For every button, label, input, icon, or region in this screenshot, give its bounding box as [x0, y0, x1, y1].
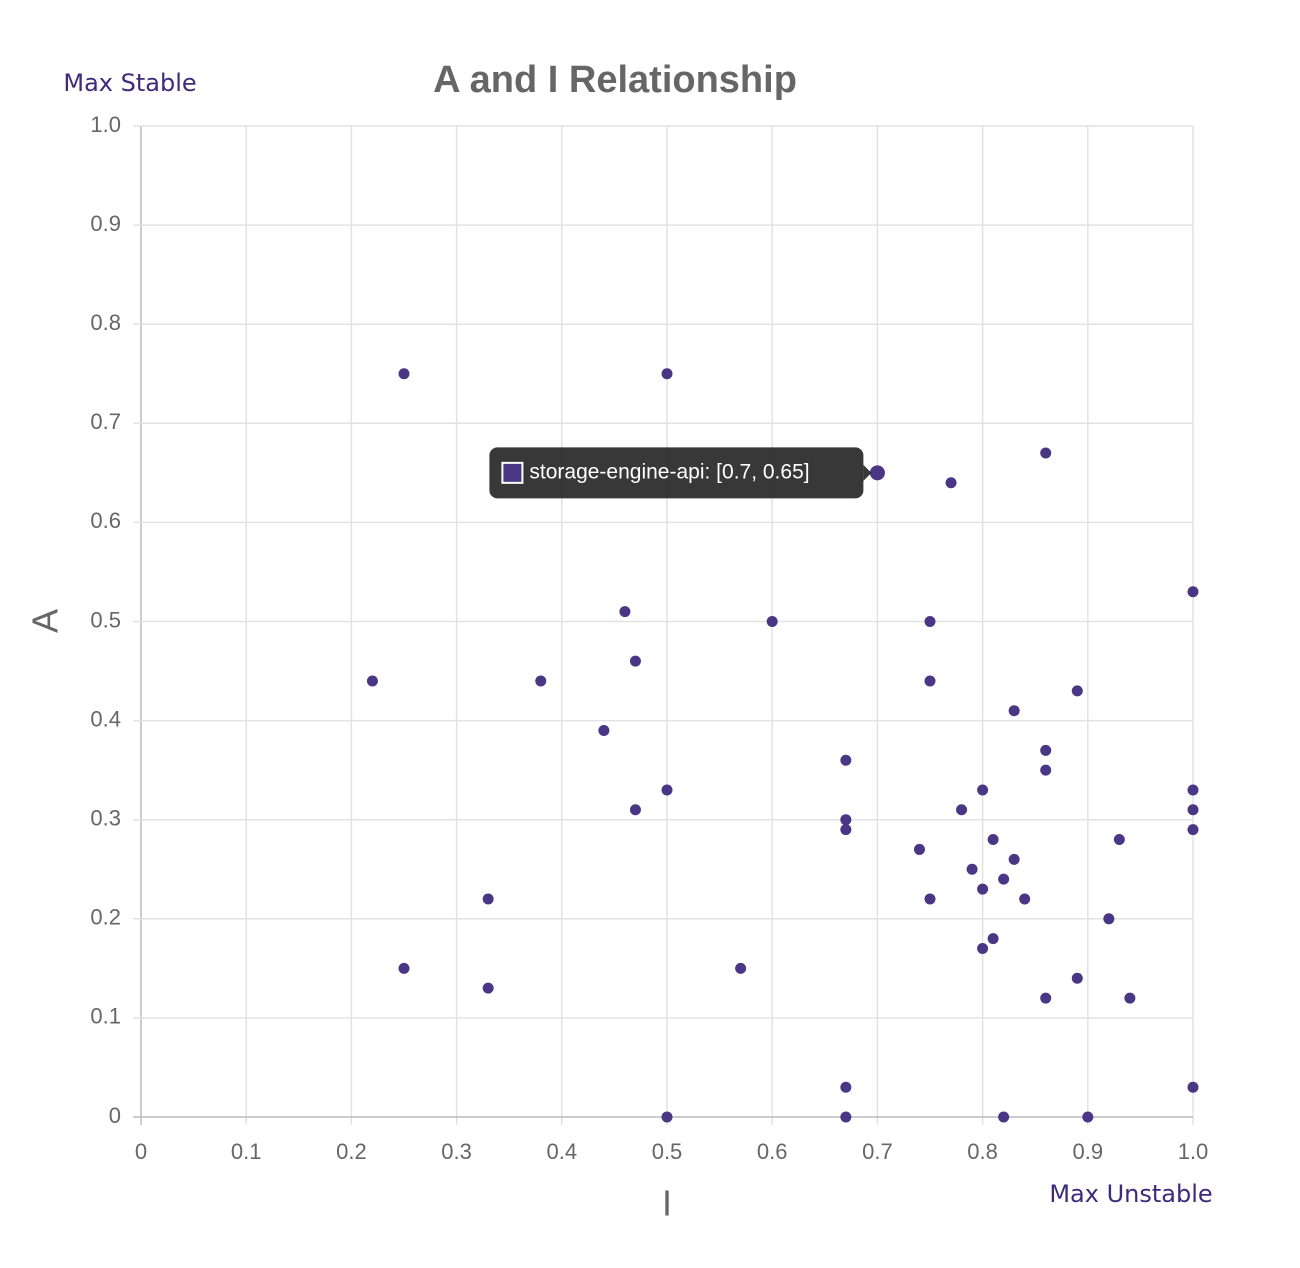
point: [987, 834, 999, 846]
y-tick-label: 0.9: [90, 211, 121, 236]
x-tick-label: 0.8: [967, 1139, 998, 1164]
y-tick-label: 0.7: [90, 409, 121, 434]
tooltip-text: storage-engine-api: [0.7, 0.65]: [529, 460, 809, 483]
point: [924, 616, 936, 627]
point: [629, 804, 641, 816]
point: [977, 943, 989, 955]
y-tick-label: 1.0: [90, 112, 121, 137]
y-tick-label: 0.1: [90, 1004, 121, 1029]
point: [661, 368, 673, 380]
point: [1008, 853, 1020, 865]
point: [629, 655, 641, 667]
x-tick-label: 0.9: [1073, 1139, 1104, 1164]
point: [1124, 992, 1136, 1004]
point: [661, 784, 673, 796]
point: [1008, 705, 1020, 717]
point: [1187, 1081, 1199, 1093]
y-axis-label: A: [25, 609, 66, 633]
point: [598, 725, 610, 737]
point: [987, 933, 999, 945]
x-tick-label: 0.5: [652, 1139, 683, 1164]
point: [1187, 824, 1199, 836]
point: [766, 616, 778, 627]
point: [661, 1111, 673, 1123]
tooltip-arrow: [863, 464, 872, 481]
point: [1187, 784, 1199, 796]
y-tick-label: 0.5: [90, 607, 121, 632]
point: [1082, 1111, 1094, 1123]
point: [840, 1111, 852, 1123]
point: [966, 863, 978, 875]
point: [398, 962, 410, 974]
x-tick-label: 0.3: [441, 1139, 472, 1164]
y-tick-label: 0.4: [90, 706, 121, 731]
x-tick-label: 0: [135, 1139, 147, 1164]
point: [869, 465, 885, 481]
point: [913, 843, 925, 855]
point: [1071, 685, 1083, 697]
tooltip: storage-engine-api: [0.7, 0.65]: [489, 447, 872, 499]
point: [735, 962, 747, 974]
point: [366, 675, 378, 687]
point: [1071, 972, 1083, 984]
tooltip-swatch: [501, 461, 524, 484]
point: [619, 606, 631, 618]
point: [1040, 744, 1052, 756]
point: [840, 754, 852, 766]
point: [956, 804, 968, 816]
point: [977, 784, 989, 796]
point: [924, 893, 936, 905]
x-tick-label: 0.7: [862, 1139, 893, 1164]
point: [1187, 586, 1199, 598]
x-tick-label: 0.4: [547, 1139, 578, 1164]
y-tick-label: 0.8: [90, 310, 121, 335]
point: [1040, 764, 1052, 776]
point: [840, 1081, 852, 1093]
x-tick-label: 1.0: [1178, 1139, 1209, 1164]
point: [840, 824, 852, 836]
y-tick-label: 0: [109, 1103, 121, 1128]
point: [840, 814, 852, 826]
x-tick-label: 0.6: [757, 1139, 788, 1164]
point: [1040, 992, 1052, 1004]
y-tick-label: 0.6: [90, 508, 121, 533]
marks: [366, 368, 1199, 1123]
x-tick-label: 0.2: [336, 1139, 367, 1164]
annotation: Max Stable: [63, 69, 196, 97]
point: [1103, 913, 1115, 925]
x-tick-label: 0.1: [231, 1139, 262, 1164]
grid: 0 0.1 0.2 0.3 0.4 0.5 0.6 0.7 0.8 0.9 1.0 0 0.1 0.2 0.…: [90, 112, 1208, 1164]
point: [1187, 804, 1199, 816]
point: [977, 883, 989, 895]
x-axis-label: I: [662, 1183, 672, 1224]
point: [398, 368, 410, 380]
point: [1040, 447, 1052, 459]
point: [482, 982, 494, 994]
annotation: Max Unstable: [1049, 1180, 1212, 1208]
point: [535, 675, 547, 687]
point: [1019, 893, 1031, 905]
point: [482, 893, 494, 905]
chart-title: A and I Relationship: [433, 59, 797, 101]
tooltip-box: [489, 447, 864, 499]
point: [998, 873, 1010, 885]
y-tick-label: 0.3: [90, 806, 121, 831]
point: [945, 477, 957, 489]
y-tick-label: 0.2: [90, 905, 121, 930]
point: [1113, 834, 1125, 846]
point: [924, 675, 936, 687]
point: [998, 1111, 1010, 1123]
